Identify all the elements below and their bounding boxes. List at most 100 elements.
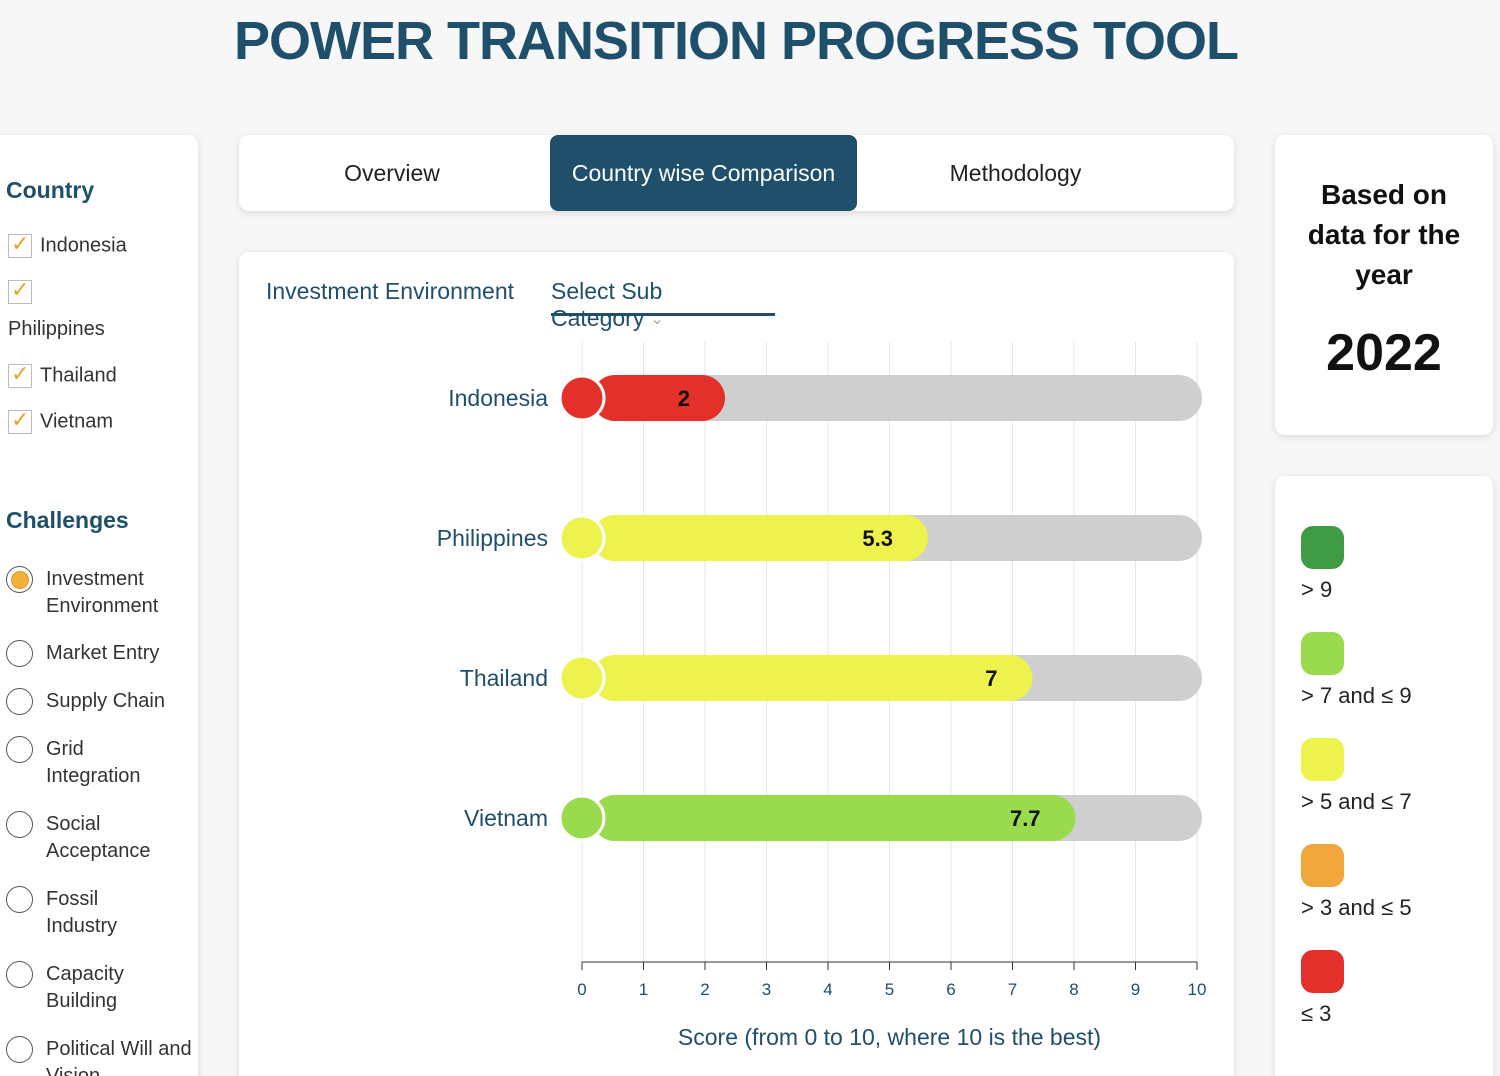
year-value: 2022	[1326, 324, 1442, 382]
challenge-radio-capacity-building[interactable]: Capacity Building	[6, 961, 206, 1015]
challenge-label: Investment Environment	[46, 568, 159, 617]
country-heading: Country	[6, 177, 95, 203]
radio-icon[interactable]	[6, 811, 33, 838]
legend-item: > 5 and ≤ 7	[1301, 738, 1412, 815]
chevron-down-icon: ⌄	[650, 311, 664, 328]
radio-icon[interactable]	[6, 736, 33, 763]
country-checkbox-philippines[interactable]: ✓ Philippines	[8, 277, 105, 341]
checkbox-icon[interactable]: ✓	[8, 361, 32, 388]
challenge-label: Grid Integration	[46, 738, 141, 787]
country-label: Vietnam	[40, 410, 114, 433]
challenge-label: Social Acceptance	[46, 813, 151, 862]
checkbox-icon[interactable]: ✓	[8, 277, 32, 304]
legend-card: > 9 > 7 and ≤ 9 > 5 and ≤ 7 > 3 and ≤ 5 …	[1275, 476, 1493, 1076]
legend-swatch	[1301, 844, 1344, 887]
x-tick-label: 3	[762, 980, 771, 999]
legend-label: ≤ 3	[1301, 1001, 1332, 1026]
legend-item: > 3 and ≤ 5	[1301, 844, 1412, 921]
year-caption: Based on data for the year	[1307, 179, 1461, 290]
value-label: 7.7	[1010, 806, 1041, 831]
challenge-radio-market-entry[interactable]: Market Entry	[6, 640, 206, 667]
value-label: 5.3	[862, 526, 893, 551]
year-card: Based on data for the year 2022	[1275, 135, 1493, 435]
checkmark-icon: ✓	[11, 407, 30, 432]
bar	[592, 795, 1076, 841]
category-label: Investment Environment	[266, 278, 515, 304]
bar-start-dot	[558, 374, 606, 422]
x-tick-label: 6	[946, 980, 955, 999]
filter-sidebar: Country ✓ Indonesia ✓ Philippines ✓ Thaila…	[0, 135, 198, 1076]
legend-label: > 3 and ≤ 5	[1301, 895, 1412, 920]
challenge-radio-supply-chain[interactable]: Supply Chain	[6, 688, 206, 715]
legend-swatch	[1301, 950, 1344, 993]
x-tick-label: 4	[823, 980, 832, 999]
legend-label: > 9	[1301, 577, 1333, 602]
radio-icon[interactable]	[6, 886, 33, 913]
challenge-radio-grid-integration[interactable]: Grid Integration	[6, 736, 206, 790]
checkbox-icon[interactable]: ✓	[8, 407, 32, 434]
value-label: 2	[678, 386, 690, 411]
legend-item: ≤ 3	[1301, 950, 1344, 1027]
bar	[592, 515, 928, 561]
checkmark-icon: ✓	[11, 231, 30, 256]
country-checkbox-thailand[interactable]: ✓ Thailand	[8, 361, 117, 388]
x-tick-label: 1	[639, 980, 648, 999]
bar	[592, 375, 725, 421]
legend-item: > 7 and ≤ 9	[1301, 632, 1412, 709]
x-tick-label: 2	[700, 980, 709, 999]
country-label: Thailand	[40, 364, 117, 387]
x-axis-label: Score (from 0 to 10, where 10 is the bes…	[678, 1024, 1101, 1050]
x-tick-label: 0	[577, 980, 586, 999]
bar-start-dot	[558, 514, 606, 562]
country-label: Indonesia	[40, 234, 127, 257]
tab-methodology[interactable]: Methodology	[949, 160, 1082, 186]
x-tick-label: 7	[1008, 980, 1017, 999]
score-bar-chart: 0 1 2 3 4 5 6 7 8 9 10 Score (from 0 to 10, where 1…	[437, 342, 1207, 1050]
challenge-label: Political Will and Vision	[46, 1038, 192, 1076]
x-tick-label: 10	[1188, 980, 1207, 999]
legend-swatch	[1301, 632, 1344, 675]
challenge-radio-investment-environment[interactable]: Investment Environment	[6, 566, 206, 620]
legend-swatch	[1301, 526, 1344, 569]
page-title: POWER TRANSITION PROGRESS TOOL	[233, 11, 1239, 71]
x-tick-label: 9	[1131, 980, 1140, 999]
bar	[592, 655, 1033, 701]
category-label: Thailand	[460, 665, 548, 691]
tab-overview[interactable]: Overview	[344, 160, 440, 186]
challenge-radio-social-acceptance[interactable]: Social Acceptance	[6, 811, 206, 865]
bar-start-dot	[558, 794, 606, 842]
category-label: Vietnam	[464, 805, 548, 831]
legend-label: > 5 and ≤ 7	[1301, 789, 1412, 814]
legend-label: > 7 and ≤ 9	[1301, 683, 1412, 708]
challenge-label: Capacity Building	[46, 963, 124, 1012]
bar-track	[592, 375, 1202, 421]
country-checkbox-indonesia[interactable]: ✓ Indonesia	[8, 231, 127, 258]
tab-bar: Overview Country wise Comparison Methodo…	[239, 135, 1234, 211]
checkmark-icon: ✓	[11, 277, 30, 302]
category-label: Philippines	[437, 525, 548, 551]
subcategory-placeholder: Select Sub Category	[551, 278, 663, 331]
challenge-label: Supply Chain	[46, 690, 165, 712]
tab-country-wise-comparison[interactable]: Country wise Comparison	[550, 135, 857, 211]
radio-icon[interactable]	[6, 566, 33, 593]
checkmark-icon: ✓	[11, 361, 30, 386]
chart-panel: Investment Environment Select Sub Catego…	[239, 252, 1234, 1076]
checkbox-icon[interactable]: ✓	[8, 231, 32, 258]
country-label: Philippines	[8, 318, 105, 340]
radio-icon[interactable]	[6, 688, 33, 715]
radio-icon[interactable]	[6, 1036, 33, 1063]
bar-start-dot	[558, 654, 606, 702]
challenge-label: Fossil Industry	[46, 888, 118, 937]
x-tick-label: 5	[885, 980, 894, 999]
legend-item: > 9	[1301, 526, 1344, 603]
challenge-radio-fossil-industry[interactable]: Fossil Industry	[6, 886, 206, 940]
challenge-radio-political-will[interactable]: Political Will and Vision	[6, 1036, 206, 1076]
radio-icon[interactable]	[6, 961, 33, 988]
radio-icon[interactable]	[6, 640, 33, 667]
legend-swatch	[1301, 738, 1344, 781]
challenges-heading: Challenges	[6, 507, 129, 533]
category-label: Indonesia	[448, 385, 548, 411]
challenge-label: Market Entry	[46, 642, 160, 664]
country-checkbox-vietnam[interactable]: ✓ Vietnam	[8, 407, 114, 434]
subcategory-dropdown[interactable]: Select Sub Category ⌄	[551, 278, 775, 331]
